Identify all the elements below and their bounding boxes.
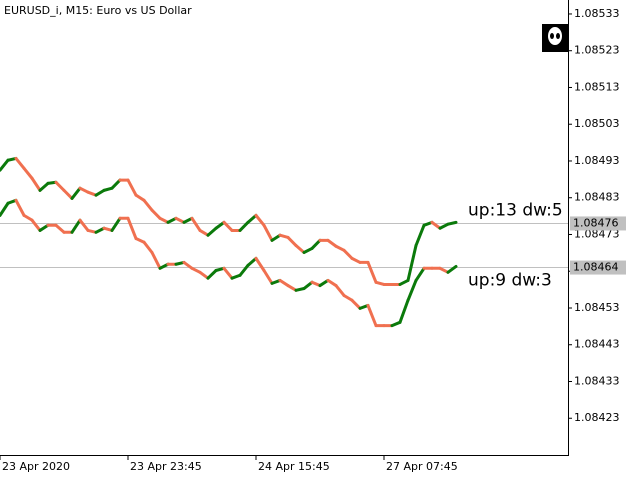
price-label-box [570, 260, 626, 275]
line-segment [342, 293, 354, 302]
line-segment [54, 180, 66, 192]
line-segment [326, 238, 338, 248]
line-segment [246, 256, 258, 267]
line-segment [294, 244, 306, 254]
line-segment [446, 220, 458, 226]
line-segment [334, 284, 346, 297]
y-tick-label: 1.08493 [574, 154, 620, 167]
line-segment [302, 280, 314, 291]
y-tick-label: 1.08533 [574, 7, 620, 20]
line-segment [318, 278, 330, 288]
line-segment [366, 303, 378, 328]
line-segment [110, 178, 122, 190]
y-tick-label: 1.08433 [574, 374, 620, 387]
line-segment [142, 240, 154, 254]
line-segment [54, 223, 66, 234]
line-segment [350, 298, 362, 310]
line-segment [30, 218, 42, 232]
line-segment [0, 158, 10, 172]
line-segment [214, 220, 226, 230]
line-segment [278, 278, 290, 288]
line-segment [14, 198, 26, 217]
line-segment [238, 263, 250, 277]
x-tick-label: 27 Apr 07:45 [386, 460, 458, 473]
line-segment [150, 250, 162, 270]
price-label: 1.08464 [573, 261, 619, 274]
chart-title: EURUSD_i, M15: Euro vs US Dollar [4, 4, 192, 17]
y-tick-label: 1.08503 [574, 117, 620, 130]
line-segment [270, 233, 282, 242]
line-segment [398, 298, 410, 324]
line-segment [446, 264, 458, 274]
line-segment [198, 270, 210, 280]
line-segment [38, 181, 50, 192]
y-tick-label: 1.08473 [574, 227, 620, 240]
y-tick-label: 1.08483 [574, 191, 620, 204]
line-segment [62, 188, 74, 200]
y-tick-label: 1.08513 [574, 80, 620, 93]
line-segment [406, 244, 418, 282]
line-segment [206, 269, 218, 280]
line-segment [414, 223, 426, 248]
line-segment [190, 216, 202, 232]
y-tick-label: 1.08453 [574, 301, 620, 314]
annotation: up:13 dw:5 [468, 200, 563, 220]
y-tick-label: 1.08423 [574, 411, 620, 424]
line-segment [366, 260, 378, 284]
line-segment [150, 208, 162, 220]
line-segment [94, 188, 106, 197]
line-segment [286, 235, 298, 248]
line-segment [262, 223, 274, 242]
line-segment [198, 228, 210, 237]
line-segment [238, 220, 250, 232]
line-segment [78, 218, 90, 232]
line-segment [342, 248, 354, 260]
line-segment [222, 266, 234, 280]
line-segment [38, 223, 50, 232]
line-segment [406, 278, 418, 302]
line-segment [134, 193, 146, 202]
price-label-box [570, 216, 626, 231]
line-segment [142, 198, 154, 212]
line-segment [70, 218, 82, 234]
line-segment [310, 238, 322, 250]
line-segment [126, 216, 138, 241]
x-tick-label: 24 Apr 15:45 [258, 460, 330, 473]
line-segment [414, 266, 426, 282]
line-segment [182, 260, 194, 270]
y-tick-label: 1.08443 [574, 338, 620, 351]
line-segment [262, 269, 274, 285]
line-segment [30, 176, 42, 192]
line-segment [246, 213, 258, 224]
line-segment [254, 213, 266, 227]
line-segment [22, 166, 34, 180]
line-segment [222, 220, 234, 232]
y-tick-label: 1.08523 [574, 44, 620, 57]
line-segment [254, 256, 266, 273]
line-segment [430, 220, 442, 230]
x-tick-label: 23 Apr 23:45 [130, 460, 202, 473]
line-segment [70, 186, 82, 200]
logo-icon [542, 24, 568, 52]
line-segment [206, 226, 218, 237]
x-tick-label: 23 Apr 2020 [2, 460, 70, 473]
annotation: up:9 dw:3 [468, 270, 552, 290]
line-segment [22, 213, 34, 222]
line-segment [14, 156, 26, 170]
line-segment [126, 178, 138, 197]
price-label: 1.08476 [573, 216, 619, 229]
line-segment [286, 284, 298, 292]
line-segment [110, 216, 122, 232]
line-segment [326, 278, 338, 288]
line-segment [0, 201, 10, 217]
